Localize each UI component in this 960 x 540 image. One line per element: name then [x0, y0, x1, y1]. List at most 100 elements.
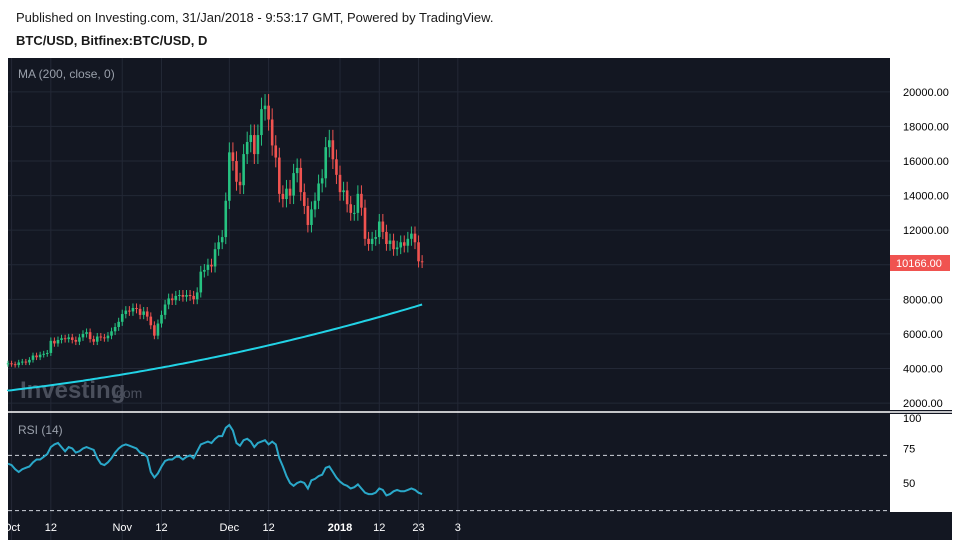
candle	[385, 224, 388, 251]
candle	[10, 360, 13, 367]
candle	[345, 181, 349, 213]
candle	[242, 144, 245, 195]
rsi-indicator-label: RSI (14)	[18, 423, 63, 437]
watermark-text: Investing	[20, 377, 125, 404]
candle	[35, 352, 38, 361]
candle	[153, 321, 156, 340]
candle	[235, 151, 238, 191]
rsi-axis: 100 75 50	[903, 413, 921, 490]
price-tick-label: 12000.00	[903, 225, 949, 237]
candle	[295, 158, 299, 183]
candle	[306, 197, 310, 233]
time-tick-label: 12	[45, 522, 57, 534]
candle	[181, 290, 185, 302]
candle	[220, 230, 224, 250]
candles	[6, 94, 424, 368]
candle	[281, 185, 285, 208]
candle	[324, 136, 328, 188]
candle	[363, 199, 367, 246]
candle	[53, 337, 56, 347]
price-tick-label: 2000.00	[903, 398, 943, 410]
candle	[288, 179, 292, 205]
rsi-tick-label: 100	[903, 413, 921, 425]
rsi-line	[7, 423, 423, 497]
candle	[131, 303, 135, 316]
candle	[349, 196, 353, 221]
candle	[163, 299, 167, 320]
candle	[278, 147, 281, 203]
main-indicator-label: MA (200, close, 0)	[18, 67, 115, 81]
time-tick-label: 12	[373, 522, 385, 534]
candle	[60, 334, 63, 344]
candle	[81, 330, 85, 341]
candle	[42, 350, 45, 358]
price-tick-label: 20000.00	[903, 87, 949, 99]
symbol-title: BTC/USD, Bitfinex:BTC/USD, D	[16, 33, 208, 48]
candle	[20, 358, 24, 366]
candle	[303, 183, 306, 215]
rsi-tick-label: 50	[903, 478, 915, 490]
candle	[213, 242, 217, 273]
watermark-suffix: .com	[112, 385, 142, 401]
candle	[253, 124, 256, 165]
candle	[185, 290, 188, 302]
candle	[28, 357, 31, 366]
candle	[167, 293, 170, 310]
time-tick-label: 12	[155, 522, 167, 534]
chart-area: Investing .com MA (200, close, 0) RSI (1…	[3, 58, 952, 540]
candle	[313, 192, 317, 218]
candle	[285, 179, 288, 208]
candle	[192, 290, 195, 305]
candle	[228, 142, 231, 210]
candle	[38, 351, 42, 361]
candle	[67, 333, 70, 343]
rsi-tick-label: 75	[903, 444, 915, 456]
candle	[199, 265, 203, 298]
candle	[338, 165, 342, 201]
time-tick-label: Nov	[112, 522, 132, 534]
candle	[256, 124, 260, 165]
candle	[420, 255, 424, 269]
candle	[156, 319, 160, 340]
candle	[103, 333, 106, 342]
candle	[78, 333, 81, 346]
candle	[399, 235, 402, 255]
candle	[174, 290, 178, 306]
price-tick-label: 16000.00	[903, 156, 949, 168]
rsi-axis-background	[890, 414, 952, 512]
time-tick-label: Oct	[3, 522, 20, 534]
candle	[6, 360, 10, 367]
candle	[310, 201, 313, 233]
candle	[17, 359, 21, 368]
candle	[24, 358, 28, 366]
last-price-badge: 10166.00	[890, 255, 950, 271]
candle	[170, 293, 174, 306]
time-tick-label: Dec	[220, 522, 240, 534]
price-tick-label: 14000.00	[903, 191, 949, 203]
candle	[63, 334, 67, 343]
candle	[395, 240, 399, 256]
candle	[360, 185, 363, 216]
candle	[13, 361, 17, 368]
candle	[367, 231, 370, 251]
candle	[245, 131, 249, 165]
candle	[299, 158, 303, 201]
last-price-label: 10166.00	[896, 258, 942, 270]
candle	[113, 323, 117, 336]
candle	[56, 336, 60, 347]
candle	[128, 306, 131, 316]
published-caption: Published on Investing.com, 31/Jan/2018 …	[16, 10, 494, 25]
candle	[410, 226, 413, 246]
time-tick-label: 23	[412, 522, 424, 534]
candle	[274, 135, 278, 168]
candle	[195, 287, 199, 305]
candle	[342, 181, 345, 201]
time-axis: Oct 12 Nov 12 Dec 12 2018 12 23 3	[3, 522, 461, 534]
candle	[377, 213, 381, 245]
candle	[292, 163, 295, 205]
time-tick-label: 3	[455, 522, 461, 534]
candle	[92, 335, 95, 346]
price-tick-label: 18000.00	[903, 121, 949, 133]
candle	[320, 169, 324, 193]
candle	[352, 205, 356, 221]
